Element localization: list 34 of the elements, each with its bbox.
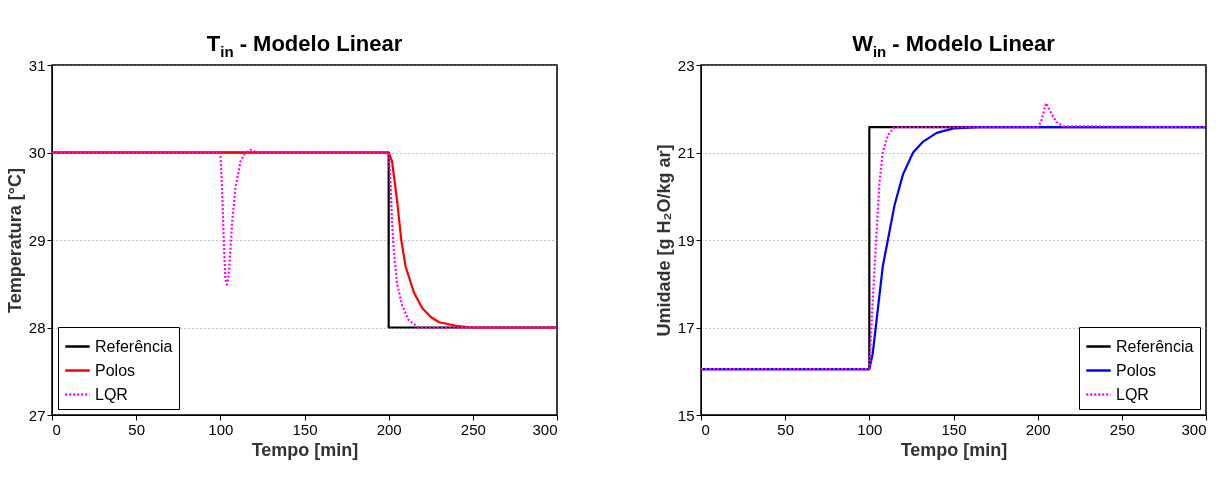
y-tick-label: 28: [28, 319, 46, 336]
y-tick-label: 21: [677, 144, 695, 161]
x-tick-label: 300: [532, 420, 558, 438]
x-tick-label: 0: [701, 420, 710, 438]
x-tick-label: 200: [1025, 420, 1051, 438]
x-tick-label: 0: [52, 420, 61, 438]
y-tick-label: 19: [677, 231, 695, 249]
legend-label: Referência: [1116, 337, 1194, 355]
y-tick-label: 29: [28, 231, 46, 249]
legend-label: LQR: [95, 385, 128, 403]
x-tick-label: 200: [376, 420, 402, 438]
x-axis-title: Tempo [min]: [900, 439, 1008, 460]
legend-label: Referência: [95, 337, 173, 355]
x-axis-title: Tempo [min]: [251, 439, 359, 460]
y-tick-label: 31: [28, 56, 46, 74]
y-tick-label: 15: [677, 406, 695, 424]
y-tick-label: 27: [28, 406, 46, 424]
x-tick-label: 300: [1181, 420, 1207, 438]
x-tick-label: 150: [941, 420, 967, 438]
y-tick-label: 17: [677, 319, 695, 336]
x-tick-label: 150: [292, 420, 318, 438]
y-axis-title: Temperatura [°C]: [4, 168, 25, 313]
x-tick-label: 250: [460, 420, 486, 438]
legend-label: Polos: [95, 361, 136, 379]
y-tick-label: 23: [677, 56, 695, 74]
x-tick-label: 100: [857, 420, 883, 438]
x-tick-label: 100: [208, 420, 234, 438]
y-tick-label: 30: [28, 144, 46, 161]
x-tick-label: 50: [777, 420, 795, 438]
x-tick-label: 250: [1109, 420, 1135, 438]
legend-label: LQR: [1116, 385, 1149, 403]
y-axis-title: Umidade [g H₂O/kg ar]: [653, 144, 674, 337]
x-tick-label: 50: [128, 420, 146, 438]
legend-label: Polos: [1116, 361, 1157, 379]
